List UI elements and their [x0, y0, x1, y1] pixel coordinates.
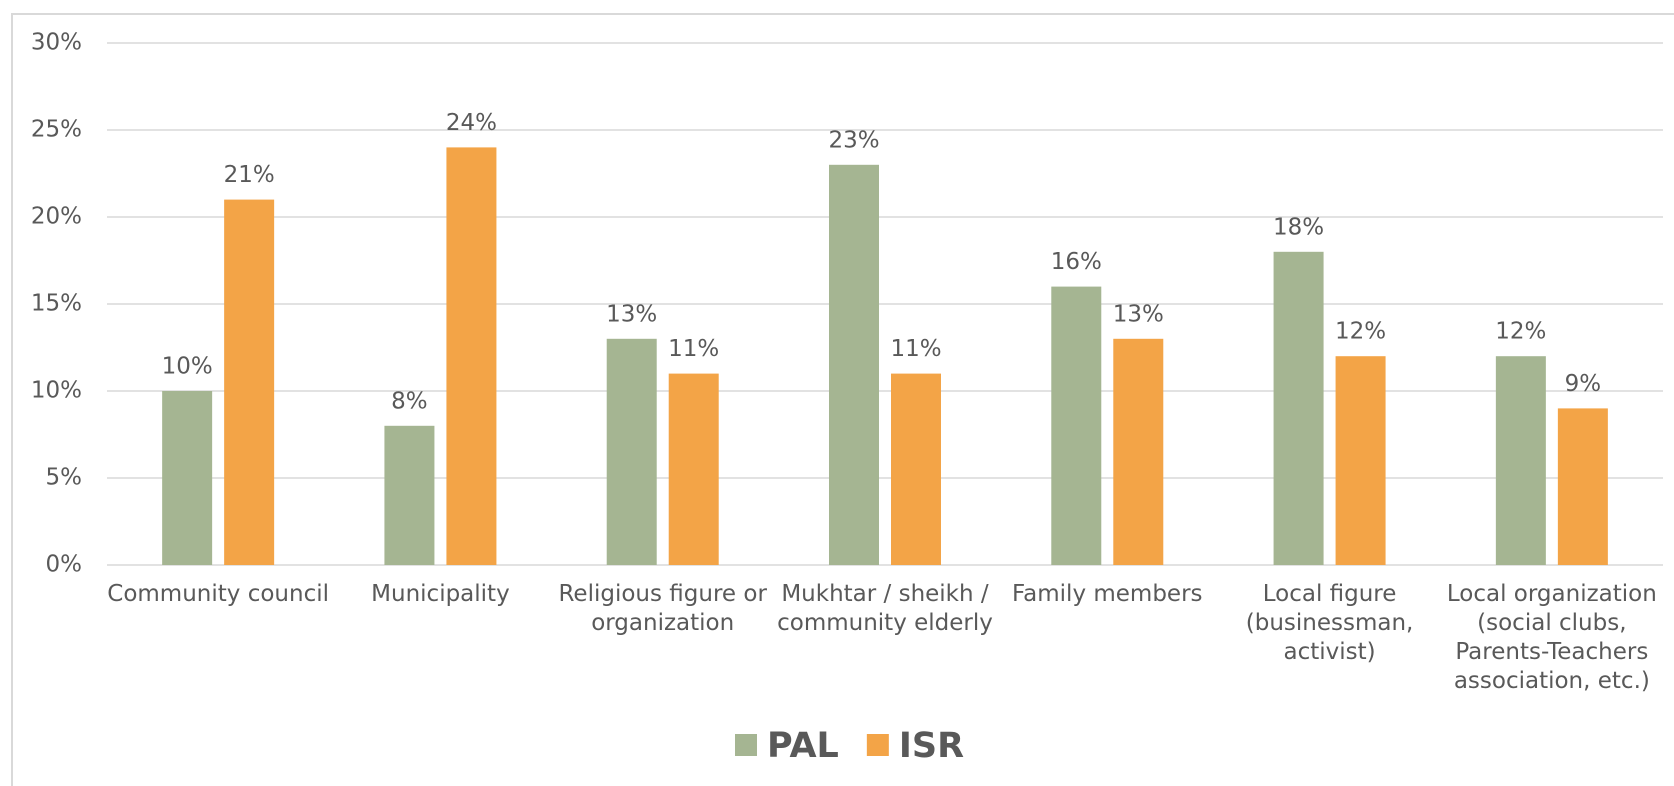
y-tick-label: 30%: [31, 30, 82, 56]
y-tick-label: 20%: [31, 204, 82, 230]
bar: [162, 391, 213, 565]
data-label: 21%: [224, 162, 275, 188]
x-tick-label: Local figure (businessman, activist): [1245, 581, 1414, 665]
bar: [1495, 356, 1546, 565]
chart-frame: [11, 13, 1674, 786]
legend-swatch: [735, 734, 757, 756]
data-label: 24%: [446, 110, 497, 136]
y-tick-label: 10%: [31, 378, 82, 404]
legend-label: PAL: [767, 726, 839, 766]
bar: [224, 199, 275, 565]
bar: [829, 164, 879, 566]
legend-label: ISR: [899, 726, 964, 766]
legend-swatch: [866, 734, 889, 756]
data-label: 11%: [668, 336, 719, 362]
y-tick-label: 0%: [46, 552, 83, 578]
x-tick-label: Family members: [1012, 581, 1203, 607]
data-label: 9%: [1565, 371, 1602, 397]
bar: [384, 425, 435, 565]
data-label: 12%: [1495, 319, 1546, 345]
bar: [606, 338, 657, 565]
data-label: 11%: [890, 336, 941, 362]
y-tick-label: 25%: [31, 117, 82, 143]
y-tick-label: 5%: [46, 465, 83, 491]
data-label: 16%: [1051, 249, 1102, 275]
x-tick-label: Local organization (social clubs, Parent…: [1446, 581, 1657, 694]
bar: [1557, 408, 1608, 565]
bar: [891, 373, 941, 565]
bar: [1335, 356, 1386, 565]
bar: [668, 373, 719, 565]
x-tick-label: Municipality: [371, 581, 510, 607]
data-label: 18%: [1273, 214, 1324, 240]
x-tick-label: Community council: [107, 581, 329, 607]
y-tick-label: 15%: [31, 291, 82, 317]
x-tick-label: Mukhtar / sheikh / community elderly: [777, 581, 993, 636]
data-label: 10%: [162, 354, 213, 380]
bar: [1273, 251, 1324, 566]
data-label: 23%: [828, 127, 879, 153]
bar: [1051, 286, 1102, 565]
bar: [446, 147, 497, 565]
bar: [1113, 338, 1164, 565]
x-tick-label: Religious figure or organization: [558, 581, 767, 636]
data-label: 13%: [1113, 301, 1164, 327]
data-label: 13%: [606, 301, 657, 327]
data-label: 8%: [391, 388, 428, 414]
data-label: 12%: [1335, 319, 1386, 345]
